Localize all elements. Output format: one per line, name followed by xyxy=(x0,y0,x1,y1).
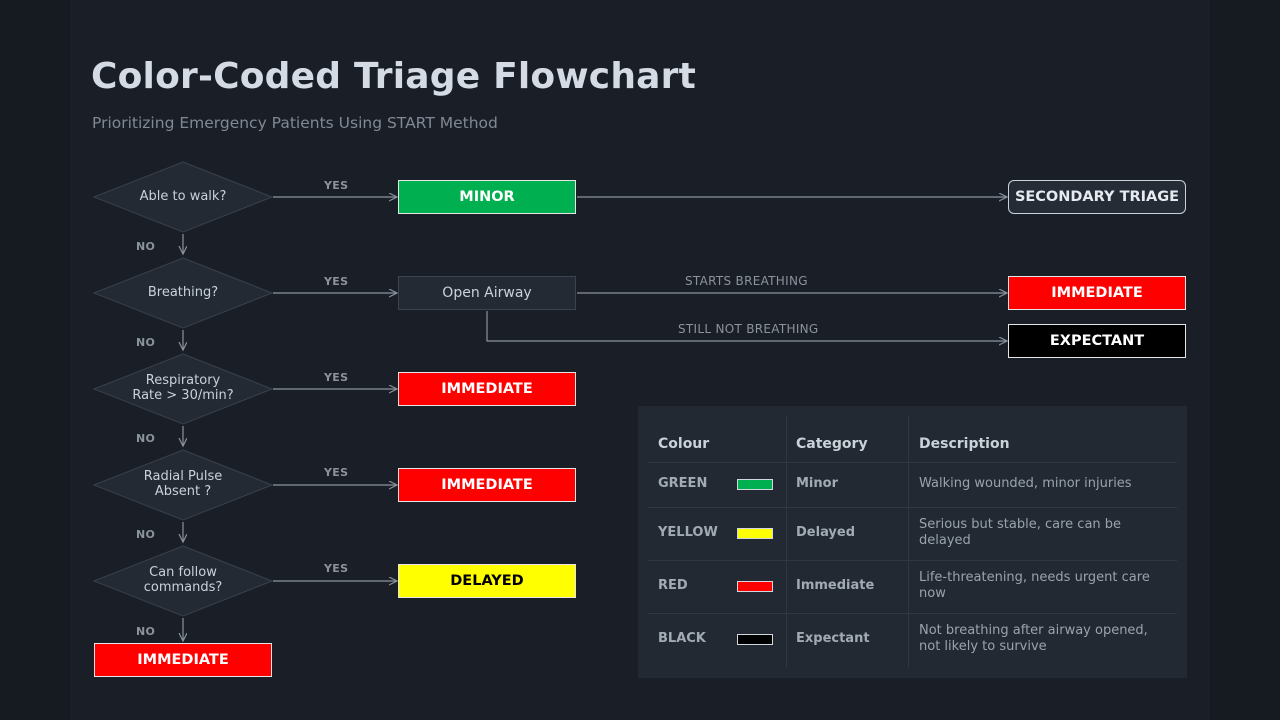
outcome-open-airway: Open Airway xyxy=(398,276,576,310)
color-swatch-green xyxy=(737,479,773,490)
row-colour-name: YELLOW xyxy=(658,525,718,540)
row-description: Walking wounded, minor injuries xyxy=(919,476,1132,491)
outcome-immediate-final: IMMEDIATE xyxy=(94,643,272,677)
color-swatch-black xyxy=(737,634,773,645)
table-divider xyxy=(908,416,909,668)
secondary-triage-box: SECONDARY TRIAGE xyxy=(1008,180,1186,214)
table-divider xyxy=(648,560,1177,561)
decision-text: Radial Pulse Absent ? xyxy=(143,469,223,499)
no-label-3: NO xyxy=(136,432,156,445)
page-subtitle: Prioritizing Emergency Patients Using ST… xyxy=(92,114,498,132)
row-category: Minor xyxy=(796,476,838,491)
table-divider xyxy=(648,613,1177,614)
yes-label-4: YES xyxy=(324,466,349,479)
outcome-immediate-respiratory: IMMEDIATE xyxy=(398,372,576,406)
yes-label-5: YES xyxy=(324,562,349,575)
table-header-colour: Colour xyxy=(658,436,710,452)
row-colour-name: BLACK xyxy=(658,631,706,646)
outcome-minor: MINOR xyxy=(398,180,576,214)
still-not-breathing-label: STILL NOT BREATHING xyxy=(678,322,819,336)
yes-label-2: YES xyxy=(324,275,349,288)
decision-text: Respiratory Rate > 30/min? xyxy=(132,373,234,403)
no-label-5: NO xyxy=(136,625,156,638)
row-description: Not breathing after airway opened, not l… xyxy=(919,623,1148,654)
color-swatch-yellow xyxy=(737,528,773,539)
table-divider xyxy=(648,462,1177,463)
decision-text: Can follow commands? xyxy=(143,565,223,595)
row-colour-name: GREEN xyxy=(658,476,708,491)
row-description: Life-threatening, needs urgent care now xyxy=(919,570,1150,601)
row-description: Serious but stable, care can be delayed xyxy=(919,517,1122,548)
row-category: Expectant xyxy=(796,631,870,646)
outcome-delayed: DELAYED xyxy=(398,564,576,598)
no-label-4: NO xyxy=(136,528,156,541)
decision-diamond-breathing: Breathing? xyxy=(93,257,273,329)
table-divider xyxy=(786,416,787,668)
row-category: Delayed xyxy=(796,525,856,540)
decision-text: Breathing? xyxy=(147,284,219,300)
no-label-2: NO xyxy=(136,336,156,349)
starts-breathing-label: STARTS BREATHING xyxy=(685,274,808,288)
decision-diamond-walk: Able to walk? xyxy=(93,161,273,233)
yes-label-1: YES xyxy=(324,179,349,192)
decision-diamond-pulse: Radial Pulse Absent ? xyxy=(93,449,273,521)
row-colour-name: RED xyxy=(658,578,688,593)
row-category: Immediate xyxy=(796,578,875,593)
airway-expectant-box: EXPECTANT xyxy=(1008,324,1186,358)
page-title: Color-Coded Triage Flowchart xyxy=(91,56,697,97)
legend-table: Colour Category Description GREEN Minor … xyxy=(638,406,1187,678)
table-header-category: Category xyxy=(796,436,868,452)
yes-label-3: YES xyxy=(324,371,349,384)
no-label-1: NO xyxy=(136,240,156,253)
airway-immediate-box: IMMEDIATE xyxy=(1008,276,1186,310)
decision-text: Able to walk? xyxy=(139,188,227,204)
table-divider xyxy=(648,507,1177,508)
decision-diamond-respiratory: Respiratory Rate > 30/min? xyxy=(93,353,273,425)
outcome-immediate-pulse: IMMEDIATE xyxy=(398,468,576,502)
color-swatch-red xyxy=(737,581,773,592)
table-header-description: Description xyxy=(919,436,1010,452)
decision-diamond-commands: Can follow commands? xyxy=(93,545,273,617)
